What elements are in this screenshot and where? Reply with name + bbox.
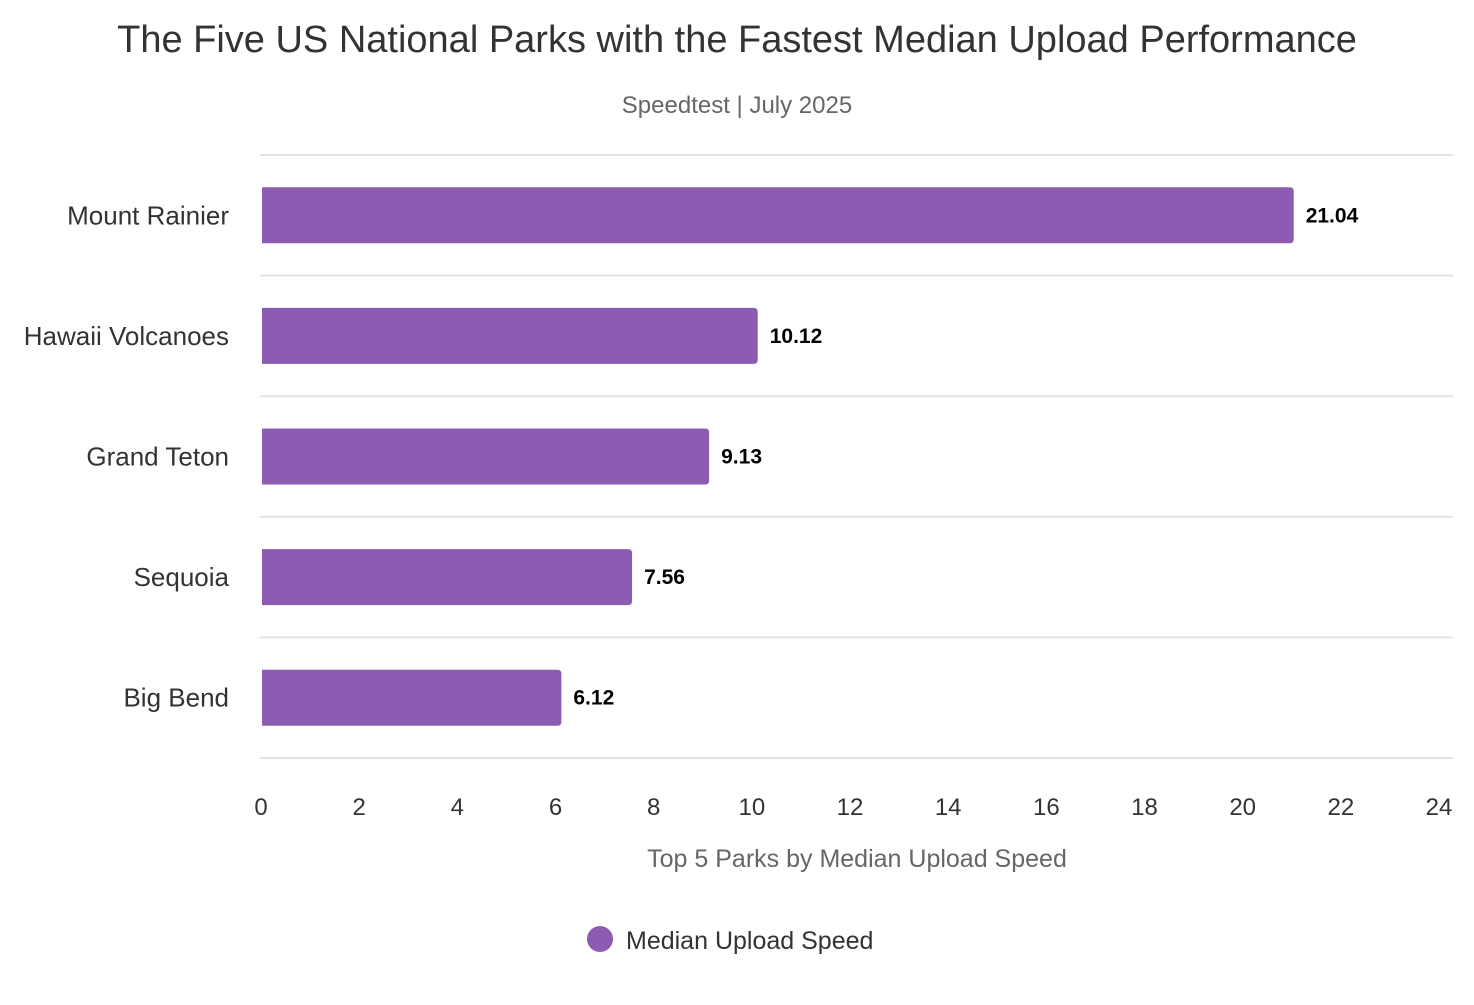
x-tick-label: 20 bbox=[1229, 794, 1256, 821]
x-tick-label: 6 bbox=[549, 794, 562, 821]
data-label-hawaii-volcanoes: 10.12 bbox=[770, 325, 823, 348]
legend-swatch-median-upload-speed bbox=[587, 926, 613, 952]
x-tick-label: 10 bbox=[738, 794, 765, 821]
bars bbox=[262, 187, 1294, 726]
bar-hawaii-volcanoes[interactable] bbox=[262, 307, 758, 364]
x-tick-label: 2 bbox=[352, 794, 365, 821]
category-label-big-bend: Big Bend bbox=[123, 683, 229, 713]
x-tick-label: 8 bbox=[647, 794, 660, 821]
bar-big-bend[interactable] bbox=[262, 669, 562, 726]
data-label-grand-teton: 9.13 bbox=[721, 446, 762, 469]
category-label-mount-rainier: Mount Rainier bbox=[67, 200, 229, 230]
chart-subtitle: Speedtest | July 2025 bbox=[622, 92, 852, 119]
category-label-grand-teton: Grand Teton bbox=[86, 442, 229, 472]
data-labels: 21.04 10.12 9.13 7.56 6.12 bbox=[573, 204, 1358, 709]
data-label-sequoia: 7.56 bbox=[644, 566, 685, 589]
bar-grand-teton[interactable] bbox=[262, 428, 710, 485]
gridlines bbox=[260, 154, 1453, 759]
x-axis-title: Top 5 Parks by Median Upload Speed bbox=[647, 845, 1067, 873]
bar-mount-rainier[interactable] bbox=[262, 187, 1294, 244]
data-label-mount-rainier: 21.04 bbox=[1306, 204, 1359, 227]
x-tick-label: 14 bbox=[935, 794, 962, 821]
x-tick-label: 12 bbox=[837, 794, 864, 821]
x-tick-label: 4 bbox=[451, 794, 464, 821]
chart-title: The Five US National Parks with the Fast… bbox=[117, 19, 1357, 61]
x-axis-ticks: 0 2 4 6 8 10 12 14 16 18 20 22 24 bbox=[254, 794, 1452, 821]
category-label-sequoia: Sequoia bbox=[134, 562, 230, 592]
legend[interactable]: Median Upload Speed bbox=[587, 926, 873, 955]
category-labels: Mount Rainier Hawaii Volcanoes Grand Teton… bbox=[24, 200, 230, 712]
legend-label-median-upload-speed: Median Upload Speed bbox=[626, 927, 873, 955]
x-tick-label: 0 bbox=[254, 794, 267, 821]
x-tick-label: 16 bbox=[1033, 794, 1060, 821]
bar-sequoia[interactable] bbox=[262, 549, 633, 606]
x-tick-label: 18 bbox=[1131, 794, 1158, 821]
x-tick-label: 22 bbox=[1327, 794, 1354, 821]
category-label-hawaii-volcanoes: Hawaii Volcanoes bbox=[24, 321, 229, 351]
x-tick-label: 24 bbox=[1426, 794, 1453, 821]
data-label-big-bend: 6.12 bbox=[573, 687, 614, 710]
